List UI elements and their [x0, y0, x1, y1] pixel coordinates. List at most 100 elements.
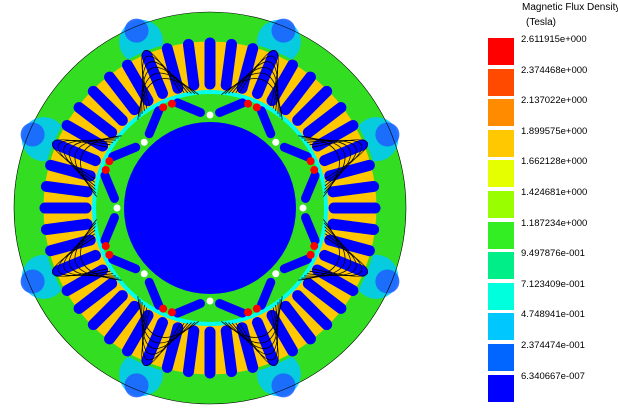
legend-swatch: [488, 252, 514, 280]
rotor-bridge-saturation: [244, 308, 253, 317]
rotor-rib: [299, 204, 307, 212]
legend-value: 7.123409e-001: [521, 278, 585, 290]
flux-line: [63, 229, 114, 276]
stator-slot: [327, 218, 380, 236]
rotor-magnet-pocket: [172, 98, 205, 117]
flux-line: [301, 222, 346, 279]
flux-line: [306, 229, 357, 276]
stator-slot: [182, 325, 200, 378]
rotor-magnet-pocket: [100, 170, 119, 203]
rotor-rib: [140, 270, 148, 278]
legend-title: Magnetic Flux Density: [522, 2, 618, 13]
legend-swatch: [488, 313, 514, 341]
flux-line: [139, 299, 196, 344]
yoke-min-flux-region: [20, 269, 45, 294]
flux-line: [231, 304, 278, 355]
rotor-rib: [206, 297, 214, 305]
flux-line: [306, 140, 357, 187]
flux-line: [141, 310, 181, 367]
rotor-bridge-saturation: [159, 304, 168, 313]
stator-slot: [104, 300, 141, 345]
stator-slot: [182, 38, 200, 91]
legend-value: 2.374468e+000: [521, 64, 588, 76]
rotor-rib: [272, 138, 280, 146]
legend-value: 1.187234e+000: [521, 217, 588, 229]
rotor-rib: [206, 111, 214, 119]
rotor-magnet-pocket: [215, 299, 248, 318]
stator-slot: [292, 85, 333, 126]
legend-swatch: [488, 191, 514, 218]
legend-value: 6.340667e-007: [521, 370, 585, 382]
flux-line: [239, 49, 279, 106]
rotor-bridge-saturation: [310, 165, 319, 174]
legend-swatch: [488, 38, 514, 65]
stator-slot: [292, 290, 333, 331]
legend-swatch: [488, 221, 514, 249]
flux-line: [303, 139, 351, 190]
rotor-bridge-saturation: [101, 242, 110, 251]
flux-line: [224, 299, 281, 344]
flux-line: [224, 72, 281, 117]
flux-line: [63, 140, 114, 187]
rotor-bridge-saturation: [167, 99, 176, 108]
stator-slot: [40, 180, 93, 198]
stator-slot: [279, 71, 316, 116]
rotor-bridge-saturation: [105, 157, 114, 166]
flux-line: [141, 301, 192, 349]
stator-slot: [73, 277, 118, 314]
rotor-rib: [140, 138, 148, 146]
legend-swatch: [488, 129, 514, 157]
rotor-magnet-pocket: [215, 98, 248, 117]
rotor-magnet-pocket: [100, 213, 119, 246]
flux-line: [312, 139, 369, 179]
rotor-bridge-saturation: [306, 157, 315, 166]
rotor-bridge-saturation: [167, 308, 176, 317]
flux-line: [74, 137, 119, 194]
flux-line: [51, 139, 108, 179]
flux-line: [57, 233, 111, 276]
legend-value: 1.662128e+000: [521, 156, 588, 168]
rotor-magnet-pocket: [256, 277, 276, 310]
yoke-min-flux-region: [20, 122, 45, 147]
flux-line: [141, 67, 192, 115]
flux-line: [142, 304, 189, 355]
flux-line: [235, 55, 278, 109]
stator-slot: [87, 290, 128, 331]
flux-line: [309, 233, 363, 276]
legend-swatch: [488, 160, 514, 188]
stator-slot: [87, 85, 128, 126]
stator-slot: [302, 102, 347, 139]
stator-slot: [40, 218, 93, 236]
motor-cross-section: [13, 11, 407, 405]
flux-line: [309, 140, 363, 183]
rotor-magnet-pocket: [172, 299, 205, 318]
flux-line: [141, 49, 181, 106]
rotor-bridge-saturation: [105, 250, 114, 259]
legend-swatch: [488, 99, 514, 127]
yoke-min-flux-region: [271, 373, 296, 398]
yoke-min-flux-region: [124, 18, 149, 43]
rotor-magnet-pocket: [144, 277, 164, 310]
stator-slot: [220, 325, 238, 378]
stator-slot: [73, 102, 118, 139]
flux-line: [228, 67, 279, 115]
rotor-magnet-pocket: [301, 213, 320, 246]
legend-unit: (Tesla): [526, 17, 557, 28]
flux-line: [301, 137, 346, 194]
yoke-min-flux-region: [375, 122, 400, 147]
rotor-bridge-saturation: [159, 103, 168, 112]
rotor-magnet-pocket: [144, 106, 164, 139]
rotor-bridge-saturation: [252, 304, 261, 313]
flux-line: [142, 307, 185, 361]
yoke-min-flux-region: [375, 269, 400, 294]
flux-line: [139, 72, 196, 117]
stator-slot: [327, 180, 380, 198]
flux-line: [142, 61, 189, 112]
flux-line: [51, 237, 108, 277]
legend-value: 1.899575e+000: [521, 125, 588, 137]
flux-density-plot: [13, 11, 407, 405]
rotor-magnet-pocket: [301, 170, 320, 203]
rotor-magnet-pocket: [279, 142, 312, 162]
flux-line: [142, 55, 185, 109]
legend-value: 2.137022e+000: [521, 95, 588, 107]
